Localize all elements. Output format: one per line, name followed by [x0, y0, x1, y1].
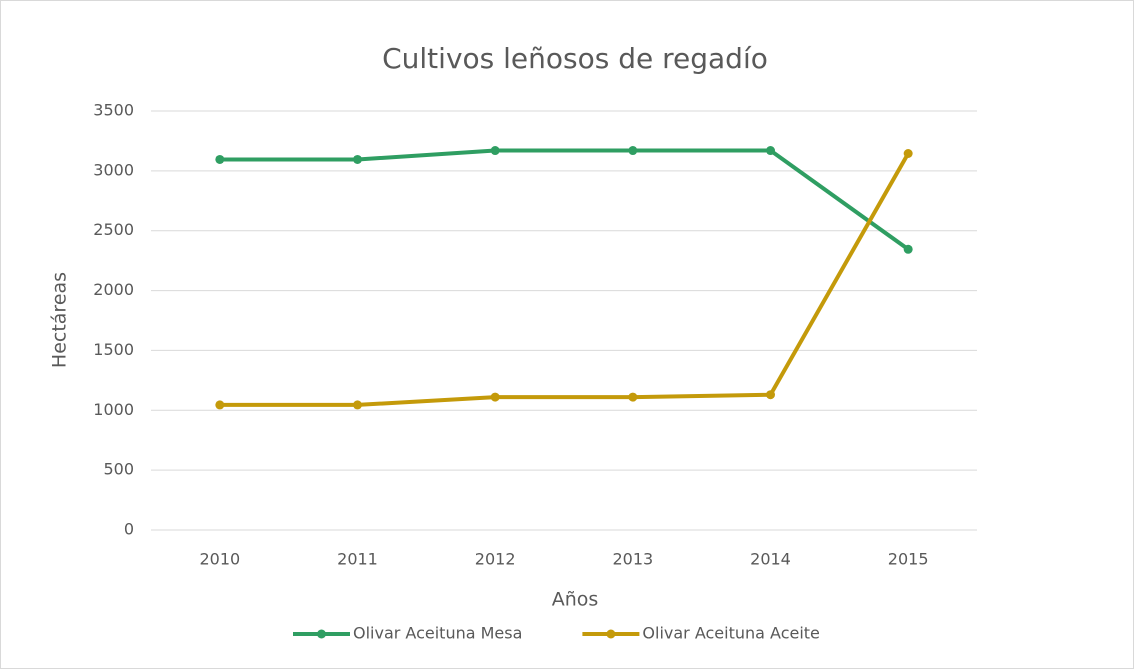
y-tick-label: 0 [124, 520, 134, 539]
series-marker [490, 146, 500, 156]
series-marker [215, 400, 225, 410]
series-marker [628, 146, 638, 156]
series-line [219, 152, 910, 407]
x-tick-label: 2013 [612, 550, 653, 569]
series-marker [353, 154, 362, 164]
y-tick-label: 3000 [93, 160, 134, 179]
x-tick-label: 2015 [888, 550, 929, 569]
y-tick-label: 3500 [93, 101, 134, 120]
y-tick-label: 1000 [93, 400, 134, 419]
x-tick-label: 2010 [199, 550, 240, 569]
series-marker [353, 400, 362, 410]
series-marker [903, 148, 913, 158]
x-axis-label: Años [552, 589, 599, 611]
y-axis-label: Hectáreas [49, 272, 71, 368]
series-line [219, 148, 910, 251]
legend-label: Olivar Aceituna Mesa [353, 624, 522, 643]
chart-title: Cultivos leñosos de regadío [382, 42, 768, 75]
series-marker [215, 154, 225, 164]
series-marker [903, 244, 913, 254]
series-marker [628, 392, 638, 402]
series-marker [490, 392, 500, 402]
legend-label: Olivar Aceituna Aceite [642, 624, 819, 643]
y-tick-label: 2000 [93, 280, 134, 299]
y-tick-label: 1500 [93, 340, 134, 359]
x-tick-label: 2012 [475, 550, 516, 569]
series-marker [766, 390, 775, 400]
y-tick-label: 2500 [93, 220, 134, 239]
series-marker [766, 146, 775, 156]
legend-marker [606, 629, 616, 639]
x-tick-label: 2014 [750, 550, 791, 569]
y-tick-label: 500 [103, 460, 134, 479]
legend-marker [317, 629, 326, 639]
x-tick-label: 2011 [337, 550, 378, 569]
